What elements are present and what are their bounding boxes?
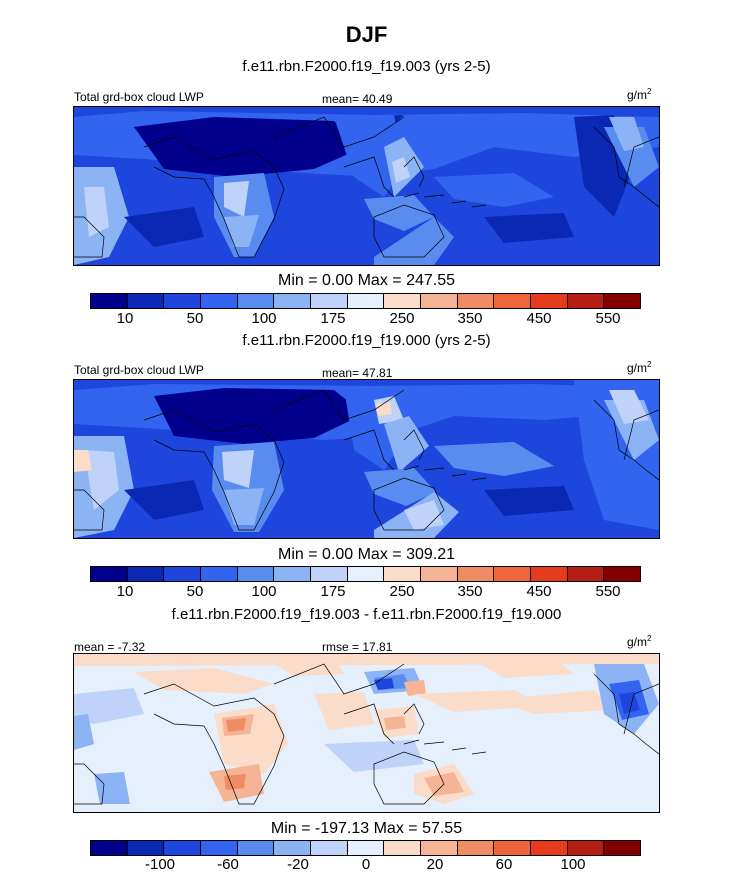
panel3-subtitle: f.e11.rbn.F2000.f19_f19.003 - f.e11.rbn.…: [171, 606, 562, 623]
panel1-tick: 10: [116, 310, 134, 327]
panel3-tick: 60: [495, 856, 513, 873]
panel3-map-svg: [74, 654, 659, 812]
panel2-tick: 350: [457, 583, 483, 600]
panel3-tick: 100: [560, 856, 586, 873]
panel2-minmax: Min = 0.00 Max = 309.21: [278, 546, 455, 563]
panel2-left-label: Total grd-box cloud LWP: [74, 363, 204, 377]
panel2-tick: 50: [186, 583, 204, 600]
panel2-tick: 550: [595, 583, 621, 600]
panel2-tick: 10: [116, 583, 134, 600]
panel3-units: g/m2: [627, 634, 652, 649]
panel3-rmse-label: rmse = 17.81: [322, 640, 393, 654]
figure-title: DJF: [345, 22, 388, 47]
panel1-map: [73, 106, 660, 266]
panel3-tick: -20: [287, 856, 309, 873]
panel1-units: g/m2: [627, 87, 652, 102]
panel2-map-svg: [74, 380, 659, 538]
panel3-tick: -60: [217, 856, 239, 873]
panel2-tick: 175: [320, 583, 346, 600]
panel2-subtitle: f.e11.rbn.F2000.f19_f19.000 (yrs 2-5): [242, 332, 491, 349]
panel1-colorbar: [90, 293, 641, 309]
panel2-colorbar: [90, 566, 641, 582]
panel1-tick: 450: [526, 310, 552, 327]
panel3-map: [73, 653, 660, 813]
panel1-tick: 350: [457, 310, 483, 327]
panel3-minmax: Min = -197.13 Max = 57.55: [270, 820, 463, 837]
panel1-tick: 100: [251, 310, 277, 327]
panel1-tick: 50: [186, 310, 204, 327]
panel3-tick: 0: [361, 856, 371, 873]
panel2-mean-label: mean= 47.81: [322, 366, 393, 380]
panel2-units: g/m2: [627, 360, 652, 375]
panel2-tick: 250: [389, 583, 415, 600]
panel1-tick: 175: [320, 310, 346, 327]
panel2-colorbar-swatches: [90, 566, 641, 582]
panel3-mean-label: mean = -7.32: [74, 640, 146, 654]
panel2-tick: 100: [251, 583, 277, 600]
panel2-map: [73, 379, 660, 539]
panel1-colorbar-swatches: [90, 293, 641, 309]
panel1-tick: 550: [595, 310, 621, 327]
panel3-tick: -100: [144, 856, 176, 873]
panel3-colorbar: [90, 840, 641, 856]
panel1-left-label: Total grd-box cloud LWP: [74, 90, 204, 104]
panel2-tick: 450: [526, 583, 552, 600]
panel1-mean-label: mean= 40.49: [322, 92, 393, 106]
panel1-tick: 250: [389, 310, 415, 327]
panel3-tick: 20: [426, 856, 444, 873]
panel1-subtitle: f.e11.rbn.F2000.f19_f19.003 (yrs 2-5): [242, 58, 491, 75]
panel1-map-svg: [74, 107, 659, 265]
panel3-colorbar-swatches: [90, 840, 641, 856]
panel1-minmax: Min = 0.00 Max = 247.55: [278, 272, 455, 289]
